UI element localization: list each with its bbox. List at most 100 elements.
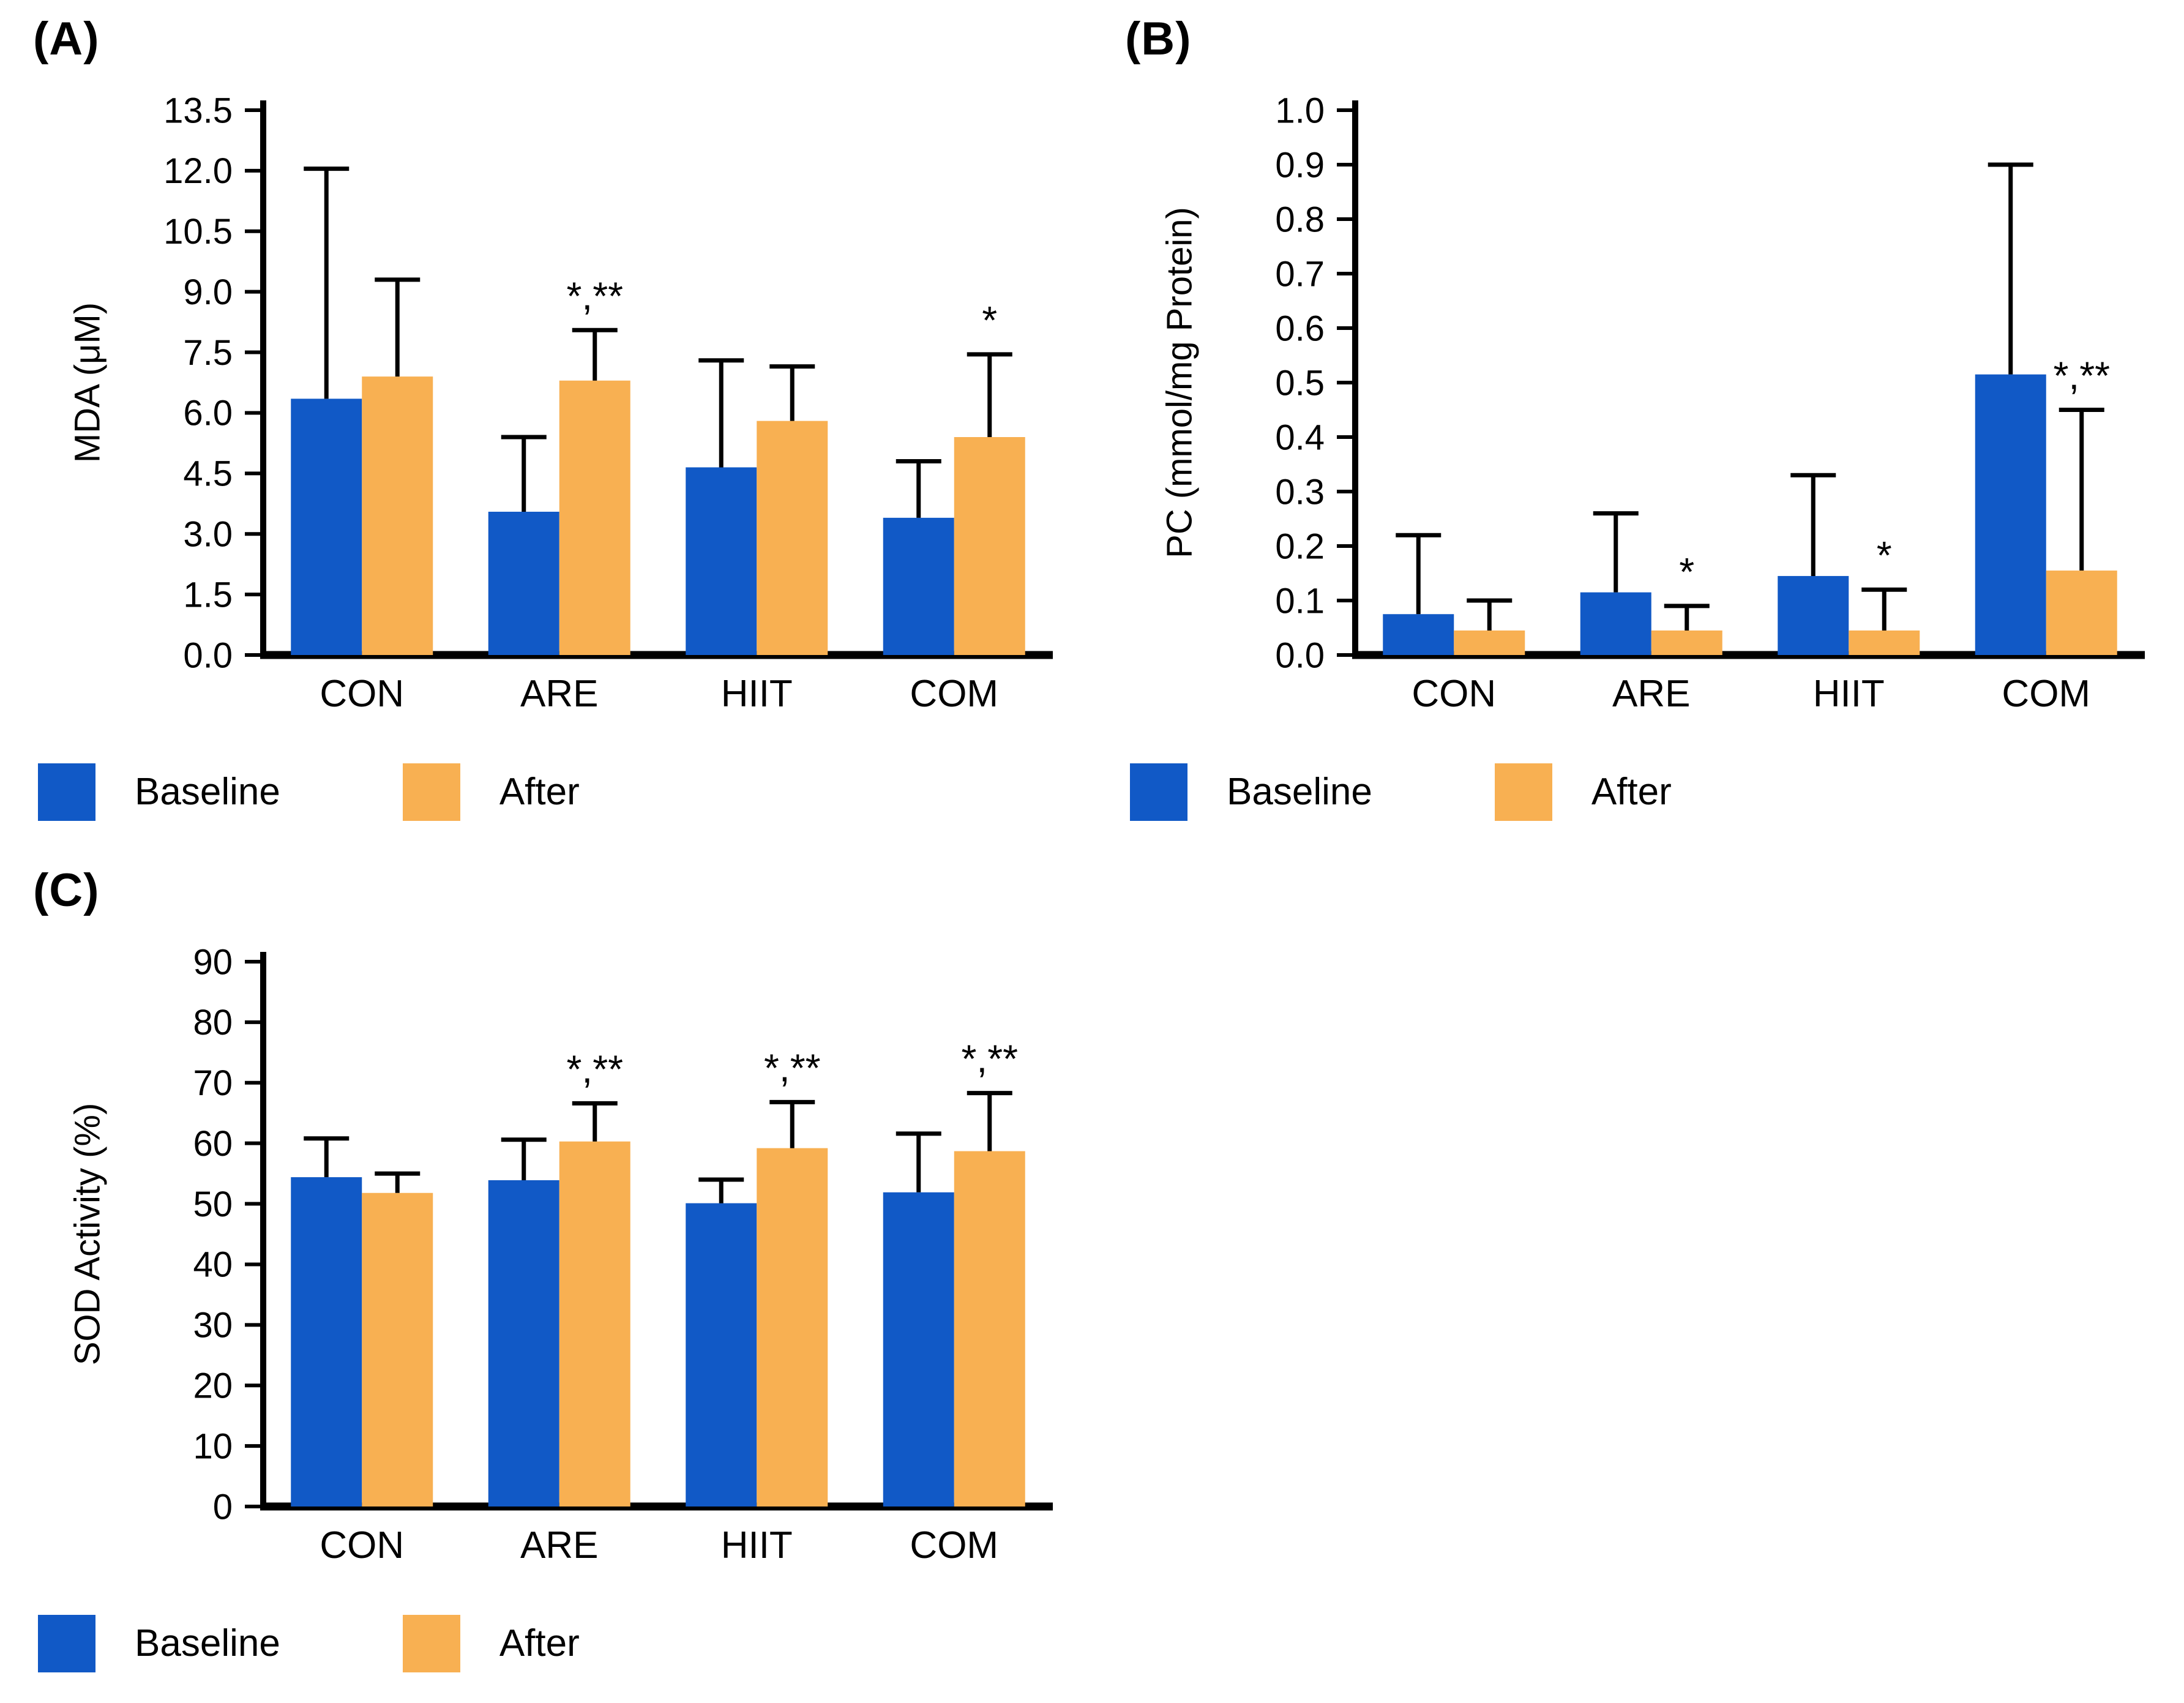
- bar-CON-Baseline: [291, 1177, 362, 1506]
- y-tick-label: 12.0: [163, 151, 233, 191]
- y-tick-label: 90: [193, 942, 233, 982]
- y-tick-label: 0: [213, 1487, 233, 1527]
- bar-COM-After: [954, 1151, 1025, 1506]
- y-tick-label: 3.0: [183, 514, 233, 554]
- sod-chart-svg: 0 10 20 30 40 50 60 70 80 90 SOD Activity (%) CON AR…: [67, 942, 1053, 1566]
- baseline-swatch: [1130, 763, 1187, 821]
- panel-mda: (A) 0.0 1.5 3.0 4.5 6.0 7.5 9.0 10.5 12.0 13.5 MDA…: [0, 0, 1092, 852]
- empty-panel: [1092, 852, 2184, 1703]
- y-tick-label: 7.5: [183, 332, 233, 372]
- y-tick-label: 1.0: [1275, 91, 1325, 130]
- bar-HIIT-Baseline: [686, 467, 757, 655]
- y-tick-label: 0.0: [1275, 635, 1325, 675]
- panel-pc: (B) 0.0 0.1 0.2 0.3 0.4 0.5 0.6 0.7 0.8 0.9 1.0 PC …: [1092, 0, 2184, 852]
- y-tick-label: 10.5: [163, 212, 233, 252]
- y-tick-label: 9.0: [183, 272, 233, 312]
- sod-bar-chart: 0 10 20 30 40 50 60 70 80 90 SOD Activity (%) CON AR…: [18, 918, 1092, 1606]
- pc-chart-svg: 0.0 0.1 0.2 0.3 0.4 0.5 0.6 0.7 0.8 0.9 1.0 PC (mmo…: [1159, 91, 2145, 715]
- y-axis-title: MDA (μM): [67, 302, 107, 463]
- sig-annotation-HIIT: *: [1877, 533, 1892, 577]
- bar-HIIT-Baseline: [1778, 575, 1849, 655]
- baseline-swatch: [38, 763, 95, 821]
- y-tick-label: 30: [193, 1305, 233, 1345]
- bar-HIIT-Baseline: [686, 1203, 757, 1506]
- y-tick-label: 70: [193, 1063, 233, 1103]
- sig-annotation-COM: *,**: [2054, 353, 2111, 397]
- x-category-label: CON: [320, 1524, 404, 1566]
- bar-ARE-Baseline: [488, 511, 559, 655]
- x-category-label: HIIT: [721, 1524, 793, 1566]
- y-tick-label: 40: [193, 1244, 233, 1284]
- y-tick-label: 0.5: [1275, 363, 1325, 403]
- y-tick-label: 20: [193, 1366, 233, 1405]
- y-tick-label: 0.6: [1275, 309, 1325, 348]
- baseline-legend-label: Baseline: [135, 771, 280, 814]
- y-tick-label: 0.2: [1275, 526, 1325, 566]
- y-tick-label: 0.4: [1275, 417, 1325, 457]
- y-tick-label: 0.0: [183, 635, 233, 675]
- y-tick-label: 0.9: [1275, 145, 1325, 185]
- sod-legend: Baseline After: [38, 1614, 1092, 1672]
- sig-annotation-COM: *,**: [962, 1036, 1019, 1080]
- panel-sod: (C) 0 10 20 30 40 50 60 70 80 90 SOD Activity (%) C…: [0, 852, 1092, 1703]
- x-category-label: COM: [910, 1524, 998, 1566]
- y-tick-label: 50: [193, 1184, 233, 1224]
- bar-HIIT-After: [757, 1148, 828, 1506]
- bar-HIIT-After: [757, 421, 828, 655]
- x-category-label: CON: [320, 673, 404, 715]
- x-category-label: CON: [1412, 673, 1496, 715]
- y-tick-label: 60: [193, 1124, 233, 1164]
- bar-CON-Baseline: [291, 398, 362, 655]
- bar-CON-After: [362, 1192, 433, 1506]
- after-legend-label: After: [499, 771, 580, 814]
- bar-ARE-After: [1651, 630, 1722, 655]
- after-swatch: [402, 763, 460, 821]
- bar-ARE-Baseline: [1580, 592, 1651, 655]
- after-legend-label: After: [1591, 771, 1672, 814]
- baseline-legend-label: Baseline: [135, 1622, 280, 1665]
- after-swatch: [402, 1614, 460, 1672]
- sig-annotation-ARE: *: [1679, 549, 1694, 593]
- x-category-label: ARE: [520, 1524, 598, 1566]
- legend-item-baseline: Baseline: [38, 1614, 280, 1672]
- y-tick-label: 0.7: [1275, 254, 1325, 294]
- x-category-label: HIIT: [1813, 673, 1885, 715]
- mda-chart-svg: 0.0 1.5 3.0 4.5 6.0 7.5 9.0 10.5 12.0 13.5 MDA (μM…: [67, 91, 1053, 715]
- sig-annotation-ARE: *,**: [567, 274, 624, 318]
- sig-annotation-HIIT: *,**: [764, 1046, 821, 1090]
- y-tick-label: 4.5: [183, 454, 233, 493]
- x-category-label: COM: [910, 673, 998, 715]
- legend-item-baseline: Baseline: [1130, 763, 1372, 821]
- mda-legend: Baseline After: [38, 763, 1092, 821]
- bar-CON-Baseline: [1383, 613, 1454, 655]
- bar-COM-After: [954, 436, 1025, 655]
- bar-ARE-After: [559, 1141, 630, 1506]
- y-axis-title: SOD Activity (%): [67, 1102, 107, 1365]
- bar-ARE-After: [559, 380, 630, 655]
- baseline-swatch: [38, 1614, 95, 1672]
- x-category-label: ARE: [520, 673, 598, 715]
- y-tick-label: 1.5: [183, 575, 233, 615]
- bar-CON-After: [1454, 630, 1525, 655]
- bar-COM-Baseline: [883, 1192, 954, 1506]
- y-axis-title: PC (mmol/mg Protein): [1159, 207, 1199, 558]
- y-tick-label: 13.5: [163, 91, 233, 130]
- x-category-label: HIIT: [721, 673, 793, 715]
- sig-annotation-COM: *: [982, 298, 997, 342]
- panel-a-label: (A): [33, 13, 100, 65]
- y-tick-label: 6.0: [183, 393, 233, 433]
- panel-b-label: (B): [1125, 13, 1192, 65]
- legend-item-after: After: [1494, 763, 1672, 821]
- sig-annotation-ARE: *,**: [567, 1047, 624, 1091]
- panel-c-label: (C): [33, 864, 100, 916]
- x-category-label: ARE: [1612, 673, 1690, 715]
- pc-legend: Baseline After: [1130, 763, 2184, 821]
- bar-COM-Baseline: [883, 517, 954, 655]
- y-tick-label: 0.3: [1275, 472, 1325, 512]
- legend-item-after: After: [402, 763, 580, 821]
- bar-COM-After: [2046, 570, 2117, 655]
- legend-item-after: After: [402, 1614, 580, 1672]
- y-tick-label: 0.1: [1275, 581, 1325, 621]
- bar-COM-Baseline: [1975, 374, 2046, 655]
